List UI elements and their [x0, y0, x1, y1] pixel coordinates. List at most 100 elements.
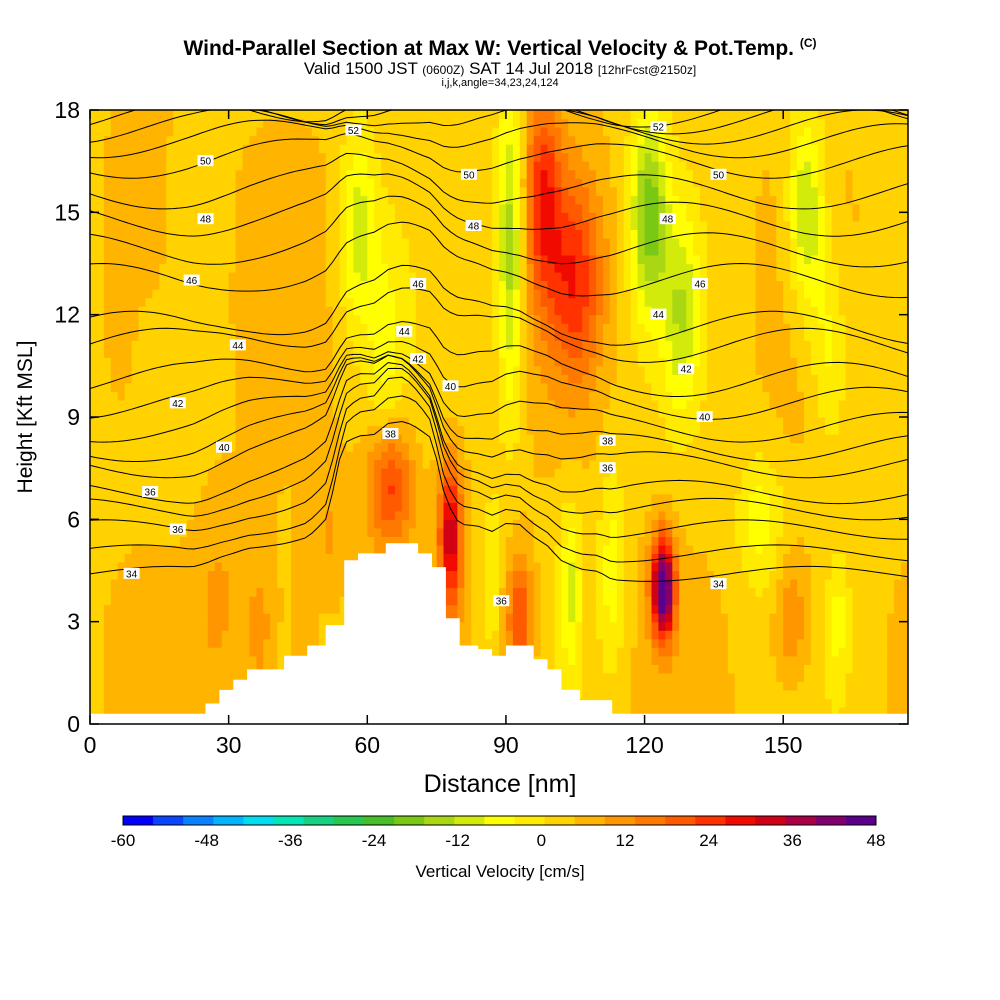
heatmap-cell	[249, 246, 257, 256]
heatmap-cell	[436, 169, 445, 179]
heatmap-cell	[117, 621, 126, 631]
heatmap-cell	[152, 630, 160, 640]
heatmap-cell	[152, 348, 160, 358]
heatmap-cell	[464, 237, 472, 247]
heatmap-cell	[152, 374, 160, 384]
copyright-mark: (C)	[799, 36, 817, 50]
heatmap-cell	[519, 638, 528, 648]
heatmap-cell	[457, 374, 465, 384]
heatmap-cell	[159, 544, 167, 554]
heatmap-cell	[263, 434, 271, 444]
heatmap-cell	[561, 152, 569, 162]
heatmap-cell	[325, 195, 334, 205]
heatmap-cell	[152, 681, 160, 691]
heatmap-cell	[173, 459, 181, 469]
heatmap-cell	[367, 144, 375, 154]
heatmap-cell	[436, 468, 445, 478]
heatmap-cell	[367, 178, 375, 188]
heatmap-cell	[103, 340, 112, 350]
heatmap-cell	[194, 706, 202, 716]
heatmap-cell	[422, 493, 431, 503]
heatmap-cell	[277, 314, 285, 324]
heatmap-cell	[103, 203, 112, 213]
heatmap-cell	[318, 331, 327, 341]
heatmap-cell	[298, 118, 306, 128]
heatmap-cell	[194, 127, 202, 137]
heatmap-cell	[159, 340, 167, 350]
heatmap-cell	[277, 374, 285, 384]
heatmap-cell	[124, 110, 133, 120]
heatmap-cell	[124, 135, 133, 145]
heatmap-cell	[318, 621, 327, 631]
heatmap-cell	[291, 110, 299, 120]
heatmap-cell	[422, 306, 431, 316]
heatmap-cell	[124, 246, 133, 256]
heatmap-cell	[152, 536, 160, 546]
heatmap-cell	[512, 306, 521, 316]
heatmap-cell	[110, 382, 119, 392]
heatmap-cell	[526, 144, 535, 154]
heatmap-cell	[311, 263, 320, 273]
heatmap-cell	[138, 229, 146, 239]
heatmap-cell	[540, 289, 549, 299]
heatmap-cell	[214, 468, 223, 478]
heatmap-cell	[152, 272, 160, 282]
heatmap-cell	[263, 297, 271, 307]
heatmap-cell	[159, 203, 167, 213]
heatmap-cell	[381, 323, 389, 333]
heatmap-cell	[159, 570, 167, 580]
heatmap-cell	[540, 562, 549, 572]
heatmap-cell	[110, 357, 119, 367]
heatmap-cell	[117, 408, 126, 418]
heatmap-cell	[457, 323, 465, 333]
heatmap-cell	[346, 144, 354, 154]
heatmap-cell	[311, 570, 320, 580]
heatmap-cell	[422, 323, 431, 333]
heatmap-cell	[277, 229, 285, 239]
heatmap-cell	[194, 323, 202, 333]
heatmap-cell	[554, 468, 562, 478]
heatmap-cell	[519, 425, 528, 435]
heatmap-cell	[103, 621, 112, 631]
heatmap-cell	[374, 485, 382, 495]
heatmap-cell	[90, 374, 98, 384]
heatmap-cell	[415, 544, 424, 554]
heatmap-cell	[519, 459, 528, 469]
heatmap-cell	[429, 442, 438, 452]
heatmap-cell	[401, 348, 410, 358]
heatmap-cell	[131, 647, 140, 657]
heatmap-cell	[145, 237, 153, 247]
heatmap-cell	[145, 536, 153, 546]
heatmap-cell	[249, 553, 257, 563]
heatmap-cell	[221, 604, 230, 614]
heatmap-cell	[519, 553, 528, 563]
heatmap-cell	[325, 127, 334, 137]
heatmap-cell	[187, 297, 195, 307]
heatmap-cell	[429, 510, 438, 520]
heatmap-cell	[242, 417, 250, 427]
heatmap-cell	[304, 562, 313, 572]
heatmap-cell	[221, 382, 230, 392]
heatmap-cell	[339, 425, 348, 435]
heatmap-cell	[221, 417, 230, 427]
heatmap-cell	[346, 510, 354, 520]
heatmap-cell	[110, 434, 119, 444]
heatmap-cell	[499, 425, 507, 435]
heatmap-cell	[526, 178, 535, 188]
heatmap-cell	[519, 399, 528, 409]
heatmap-cell	[221, 263, 230, 273]
heatmap-cell	[436, 127, 445, 137]
heatmap-cell	[561, 289, 569, 299]
heatmap-cell	[415, 493, 424, 503]
heatmap-cell	[505, 468, 514, 478]
heatmap-cell	[554, 596, 562, 606]
heatmap-cell	[214, 357, 223, 367]
heatmap-cell	[117, 613, 126, 623]
heatmap-cell	[110, 203, 119, 213]
heatmap-cell	[512, 135, 521, 145]
heatmap-cell	[221, 655, 230, 665]
heatmap-cell	[422, 212, 431, 222]
heatmap-cell	[207, 118, 216, 128]
heatmap-cell	[131, 357, 140, 367]
